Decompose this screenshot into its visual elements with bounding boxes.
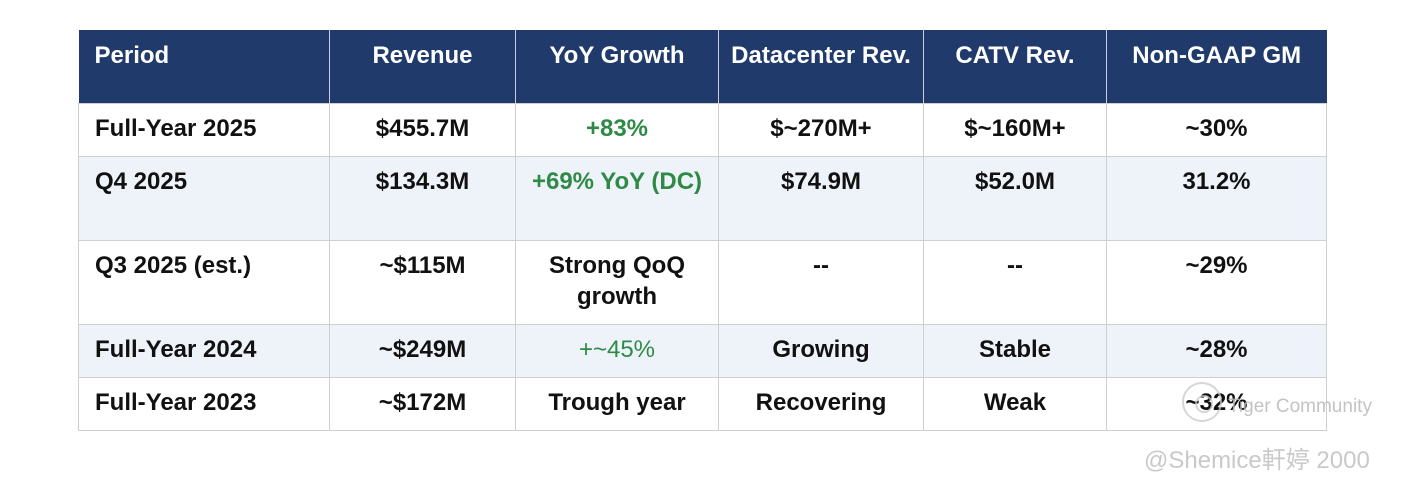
cell-period: Full-Year 2025: [78, 102, 330, 157]
financial-summary-table: Period Revenue YoY Growth Datacenter Rev…: [78, 30, 1327, 431]
cell-catv: $52.0M: [923, 155, 1107, 241]
table-row: Full-Year 2024 ~$249M +~45% Growing Stab…: [78, 323, 1327, 378]
cell-datacenter: Growing: [718, 323, 924, 378]
cell-gm: ~32%: [1106, 376, 1327, 431]
header-datacenter-rev: Datacenter Rev.: [718, 30, 924, 103]
cell-catv: --: [923, 239, 1107, 325]
cell-revenue: ~$115M: [329, 239, 516, 325]
cell-yoy: Trough year: [515, 376, 719, 431]
cell-gm: ~28%: [1106, 323, 1327, 378]
watermark-user: @Shemice軒婷 2000: [1144, 447, 1370, 474]
tiger-logo-icon: [1182, 382, 1222, 422]
cell-revenue: ~$249M: [329, 323, 516, 378]
cell-gm: ~30%: [1106, 102, 1327, 157]
cell-period: Full-Year 2023: [78, 376, 330, 431]
table-row: Q4 2025 $134.3M +69% YoY (DC) $74.9M $52…: [78, 155, 1327, 241]
cell-catv: $~160M+: [923, 102, 1107, 157]
cell-gm: ~29%: [1106, 239, 1327, 325]
table-row: Full-Year 2023 ~$172M Trough year Recove…: [78, 376, 1327, 431]
cell-yoy: +83%: [515, 102, 719, 157]
cell-period: Q3 2025 (est.): [78, 239, 330, 325]
cell-catv: Stable: [923, 323, 1107, 378]
cell-datacenter: $74.9M: [718, 155, 924, 241]
cell-datacenter: Recovering: [718, 376, 924, 431]
cell-catv: Weak: [923, 376, 1107, 431]
watermark-community: Tiger Community: [1228, 396, 1372, 417]
cell-period: Full-Year 2024: [78, 323, 330, 378]
header-period: Period: [78, 30, 330, 103]
cell-revenue: $134.3M: [329, 155, 516, 241]
header-non-gaap-gm: Non-GAAP GM: [1106, 30, 1327, 103]
cell-yoy: Strong QoQ growth: [515, 239, 719, 325]
cell-revenue: $455.7M: [329, 102, 516, 157]
header-row: Period Revenue YoY Growth Datacenter Rev…: [78, 30, 1327, 103]
table-row: Q3 2025 (est.) ~$115M Strong QoQ growth …: [78, 239, 1327, 325]
cell-gm: 31.2%: [1106, 155, 1327, 241]
cell-revenue: ~$172M: [329, 376, 516, 431]
cell-yoy: +~45%: [515, 323, 719, 378]
cell-period: Q4 2025: [78, 155, 330, 241]
header-yoy-growth: YoY Growth: [515, 30, 719, 103]
table-row: Full-Year 2025 $455.7M +83% $~270M+ $~16…: [78, 102, 1327, 157]
cell-yoy: +69% YoY (DC): [515, 155, 719, 241]
cell-datacenter: $~270M+: [718, 102, 924, 157]
header-revenue: Revenue: [329, 30, 516, 103]
cell-datacenter: --: [718, 239, 924, 325]
header-catv-rev: CATV Rev.: [923, 30, 1107, 103]
